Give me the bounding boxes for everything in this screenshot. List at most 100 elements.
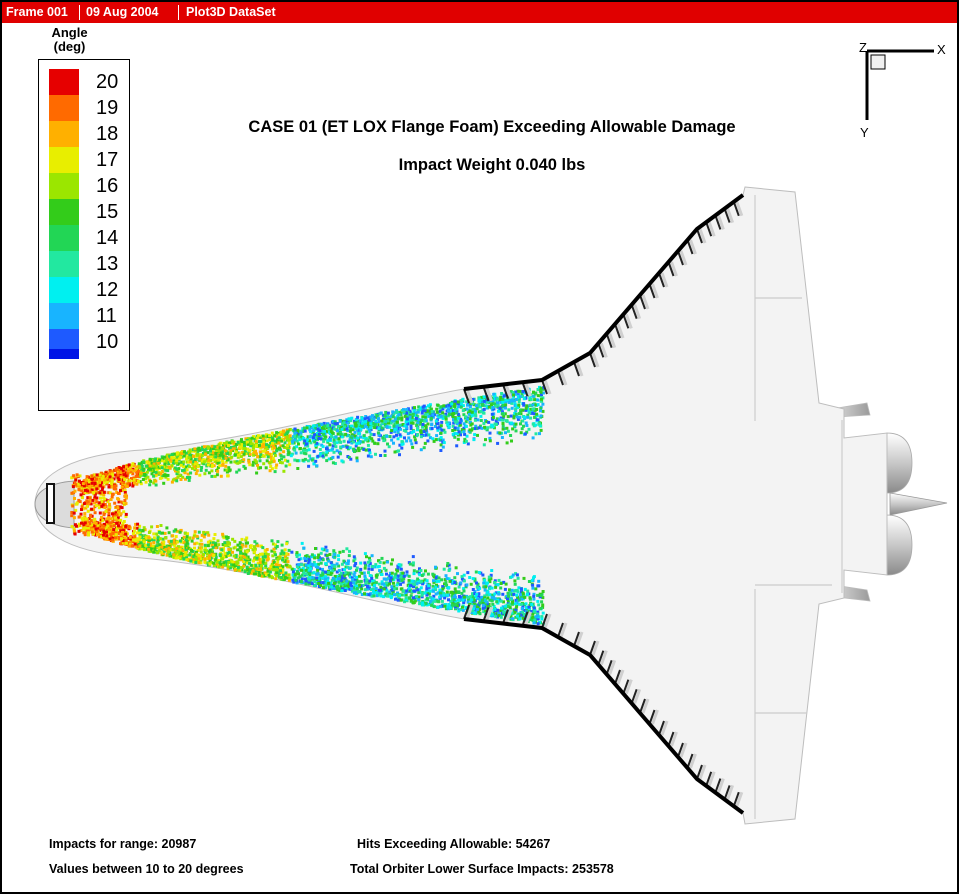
impact-point — [324, 562, 328, 566]
impact-point — [154, 464, 158, 468]
impact-point — [507, 594, 510, 598]
impact-point — [111, 536, 115, 539]
impact-point — [512, 589, 516, 593]
impact-point — [464, 424, 468, 428]
impact-point — [370, 576, 374, 580]
impact-point — [246, 442, 250, 446]
impact-point — [535, 408, 539, 411]
impact-point — [431, 601, 434, 605]
impact-point — [522, 415, 526, 419]
impact-point — [509, 575, 512, 579]
impact-point — [516, 595, 520, 599]
impact-point — [196, 549, 200, 552]
impact-point — [459, 433, 462, 437]
impact-point — [160, 466, 164, 470]
impact-point — [173, 544, 177, 548]
impact-point — [411, 421, 415, 425]
impact-point — [315, 572, 319, 576]
impact-point — [165, 458, 168, 462]
impact-point — [345, 579, 349, 583]
impact-point — [431, 589, 435, 593]
impact-point — [461, 409, 465, 413]
impact-point — [365, 438, 369, 442]
impact-point — [273, 551, 277, 554]
impact-point — [416, 414, 420, 418]
impact-point — [133, 481, 136, 485]
impact-point — [356, 419, 360, 423]
impact-point — [282, 429, 285, 433]
impact-point — [498, 406, 502, 410]
impact-point — [462, 579, 466, 583]
impact-point — [451, 412, 454, 416]
impact-point — [486, 593, 489, 597]
impact-point — [405, 408, 409, 411]
impact-point — [357, 432, 361, 436]
impact-point — [527, 607, 531, 611]
impact-point — [240, 440, 244, 444]
impact-point — [313, 580, 317, 584]
impact-point — [156, 540, 160, 544]
impact-point — [413, 407, 416, 411]
impact-point — [284, 555, 287, 559]
impact-point — [212, 458, 215, 461]
impact-point — [394, 593, 398, 597]
impact-point — [490, 595, 494, 599]
impact-point — [285, 542, 289, 546]
impact-point — [193, 546, 196, 550]
impact-point — [458, 423, 462, 427]
impact-point — [442, 567, 446, 571]
impact-point — [182, 557, 186, 561]
impact-point — [282, 469, 286, 473]
impact-point — [471, 577, 475, 581]
impact-point — [240, 451, 244, 454]
impact-point — [378, 569, 382, 573]
impact-point — [384, 581, 388, 585]
impact-point — [286, 449, 290, 453]
impact-point — [217, 559, 221, 562]
impact-point — [392, 441, 395, 445]
impact-point — [226, 551, 229, 555]
impact-point — [309, 441, 313, 445]
impact-point — [335, 574, 339, 578]
impact-point — [360, 593, 364, 596]
impact-point — [167, 531, 171, 535]
impact-point — [185, 540, 189, 543]
impact-point — [325, 450, 329, 454]
impact-point — [341, 573, 345, 577]
impact-point — [376, 442, 380, 446]
impact-point — [266, 553, 270, 557]
impact-point — [448, 579, 452, 583]
impact-point — [121, 484, 125, 488]
impact-point — [243, 449, 247, 453]
impact-point — [318, 567, 322, 571]
impact-point — [328, 438, 331, 441]
impact-point — [136, 544, 140, 548]
impact-point — [490, 599, 494, 603]
impact-point — [404, 593, 408, 597]
impact-point — [198, 457, 202, 461]
impact-point — [306, 435, 310, 439]
impact-point — [280, 549, 284, 553]
impact-point — [213, 533, 217, 536]
impact-point — [178, 473, 182, 477]
impact-point — [370, 437, 374, 441]
impact-point — [511, 602, 514, 606]
impact-point — [526, 415, 530, 419]
impact-point — [290, 436, 294, 440]
impact-point — [371, 414, 374, 418]
impact-point — [519, 431, 523, 435]
impact-point — [335, 570, 339, 574]
impact-point — [207, 461, 211, 465]
impact-point — [305, 448, 309, 452]
impact-point — [117, 531, 121, 535]
impact-point — [253, 557, 256, 561]
impact-point — [432, 579, 435, 583]
impact-point — [422, 433, 426, 437]
impact-point — [509, 615, 513, 618]
impact-point — [266, 555, 270, 559]
impact-point — [259, 567, 263, 571]
impact-point — [486, 596, 490, 600]
impact-point — [342, 439, 346, 443]
impact-point — [371, 424, 375, 428]
impact-point — [491, 602, 495, 606]
